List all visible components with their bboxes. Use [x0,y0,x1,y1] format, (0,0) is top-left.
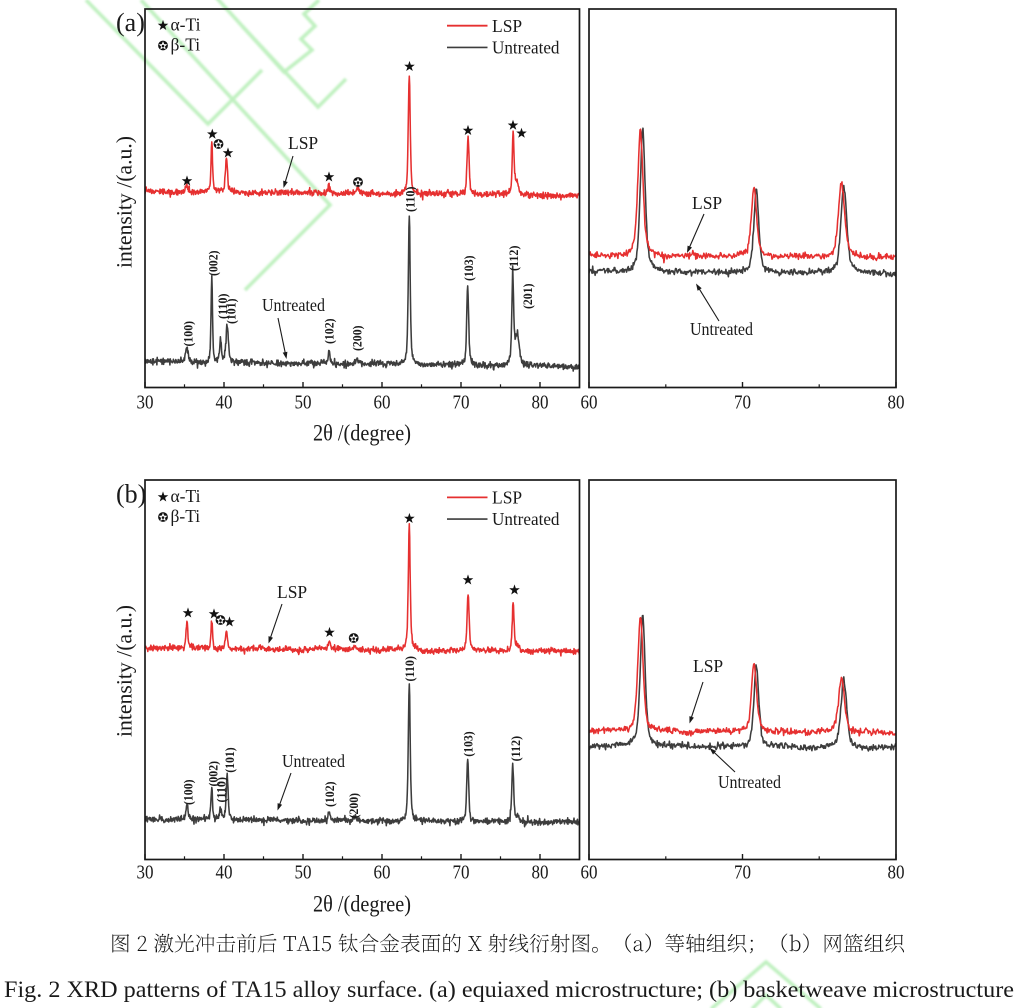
svg-text:LSP: LSP [492,16,522,36]
svg-text:(100): (100) [182,321,196,347]
svg-text:30: 30 [137,392,154,414]
svg-text:Untreated: Untreated [262,295,325,315]
svg-text:(110): (110) [215,777,229,803]
svg-text:(101): (101) [225,299,239,325]
svg-text:30: 30 [137,862,154,884]
svg-text:Untreated: Untreated [492,38,560,58]
svg-text:intensity /(a.u.): intensity /(a.u.) [112,605,137,737]
svg-text:80: 80 [532,862,549,884]
svg-text:(101): (101) [223,747,237,773]
svg-text:(002): (002) [207,761,221,787]
svg-text:Untreated: Untreated [718,772,781,792]
svg-text:60: 60 [374,392,391,414]
svg-text:LSP: LSP [693,656,723,676]
svg-text:(a): (a) [116,8,145,37]
svg-text:Untreated: Untreated [282,751,345,771]
svg-text:intensity /(a.u.): intensity /(a.u.) [112,136,137,268]
svg-text:(100): (100) [182,780,196,806]
svg-text:40: 40 [216,862,233,884]
svg-text:(110): (110) [403,656,417,682]
svg-text:(103): (103) [461,731,475,757]
svg-text:80: 80 [532,392,549,414]
svg-text:70: 70 [453,862,470,884]
svg-text:LSP: LSP [492,488,522,508]
svg-text:Untreated: Untreated [690,319,753,339]
svg-text:LSP: LSP [277,582,307,602]
svg-text:2θ /(degree): 2θ /(degree) [313,892,411,917]
svg-text:(b): (b) [116,480,146,509]
svg-text:(200): (200) [351,326,365,352]
svg-text:Untreated: Untreated [492,509,560,529]
svg-text:LSP: LSP [288,133,318,153]
svg-text:60: 60 [581,862,598,884]
svg-text:(002): (002) [207,251,221,277]
svg-text:(102): (102) [323,319,337,345]
svg-text:(103): (103) [462,256,476,282]
svg-text:80: 80 [888,392,905,414]
svg-text:(200): (200) [347,793,361,819]
svg-text:70: 70 [453,392,470,414]
svg-text:β-Ti: β-Ti [171,506,201,526]
svg-text:(110): (110) [404,187,418,213]
svg-text:(201): (201) [521,284,535,310]
svg-text:40: 40 [216,392,233,414]
svg-text:2θ /(degree): 2θ /(degree) [313,421,411,446]
svg-text:LSP: LSP [692,193,722,213]
svg-text:50: 50 [295,862,312,884]
svg-text:50: 50 [295,392,312,414]
svg-text:60: 60 [581,392,598,414]
svg-text:(102): (102) [323,782,337,808]
svg-text:α-Ti: α-Ti [171,486,201,506]
svg-text:(110): (110) [216,294,230,320]
svg-text:(112): (112) [507,246,521,272]
svg-text:80: 80 [888,862,905,884]
svg-text:(112): (112) [509,736,523,762]
svg-text:β-Ti: β-Ti [171,35,201,55]
svg-text:60: 60 [374,862,391,884]
svg-text:70: 70 [734,392,751,414]
svg-text:Fig. 2 XRD patterns of TA15 al: Fig. 2 XRD patterns of TA15 alloy surfac… [4,977,1014,1002]
svg-text:α-Ti: α-Ti [171,15,201,35]
svg-text:70: 70 [734,862,751,884]
